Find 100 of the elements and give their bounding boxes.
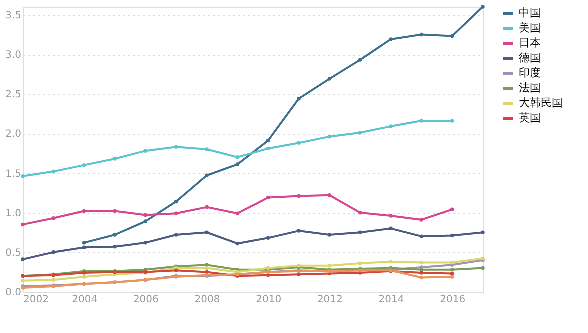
point	[328, 264, 332, 268]
legend-label: 德国	[519, 52, 541, 64]
point	[236, 212, 240, 216]
x-tick-label: 2002	[24, 294, 49, 306]
point	[389, 124, 393, 128]
x-tick-label: 2008	[194, 294, 220, 306]
point	[297, 96, 301, 101]
point	[328, 134, 332, 139]
point	[420, 271, 424, 275]
point	[82, 241, 86, 245]
point	[205, 266, 209, 270]
x-tick-label: 2014	[378, 294, 404, 306]
point	[297, 194, 301, 198]
legend-label: 英国	[519, 112, 541, 124]
point	[420, 119, 424, 123]
point	[266, 236, 270, 240]
point	[174, 233, 178, 237]
x-tick-label: 2012	[317, 294, 343, 306]
point	[144, 213, 148, 218]
point	[450, 272, 454, 276]
point	[266, 196, 270, 200]
point	[297, 141, 301, 146]
point	[358, 262, 362, 266]
point	[21, 222, 25, 227]
point	[205, 205, 209, 210]
y-tick-label: 2.5	[6, 90, 22, 101]
point	[174, 145, 178, 149]
point	[297, 272, 301, 276]
point	[420, 32, 424, 37]
point	[389, 214, 393, 218]
legend-label: 法国	[519, 82, 541, 94]
point	[481, 230, 485, 234]
point	[358, 131, 362, 135]
point	[236, 162, 240, 166]
legend-label: 日本	[519, 36, 541, 50]
point	[174, 268, 178, 272]
point	[420, 268, 424, 272]
point	[174, 200, 178, 204]
point	[21, 174, 25, 178]
x-tick-label: 2004	[72, 294, 98, 306]
point	[266, 146, 270, 151]
point	[113, 157, 117, 161]
point	[420, 234, 424, 238]
point	[450, 260, 454, 265]
y-tick-label: 1.5	[6, 168, 22, 180]
point	[389, 260, 393, 264]
point	[358, 210, 362, 215]
y-tick-label: 1.0	[6, 208, 22, 220]
point	[174, 212, 178, 216]
legend-label: 美国	[519, 22, 541, 34]
point	[420, 260, 424, 265]
point	[113, 233, 117, 237]
point	[450, 34, 454, 38]
point	[236, 156, 240, 160]
point	[205, 263, 209, 267]
point	[389, 226, 393, 231]
x-tick-label: 2006	[133, 294, 159, 306]
point	[52, 250, 56, 254]
point	[450, 119, 454, 123]
point	[450, 268, 454, 272]
point	[481, 266, 485, 270]
y-tick-label: 3.5	[6, 10, 22, 22]
point	[205, 230, 209, 234]
point	[144, 241, 148, 245]
y-tick-label: 3.0	[6, 50, 22, 61]
point	[52, 278, 56, 282]
point	[205, 174, 209, 178]
x-tick-label: 2010	[256, 294, 282, 306]
point	[113, 245, 117, 249]
point	[205, 270, 209, 274]
point	[21, 258, 25, 262]
point	[236, 242, 240, 246]
x-tick-label: 2016	[440, 294, 466, 306]
point	[144, 149, 148, 153]
point	[450, 275, 454, 279]
point	[358, 230, 362, 234]
legend-label: 印度	[519, 66, 541, 80]
point	[113, 209, 117, 214]
point	[389, 38, 393, 42]
point	[420, 218, 424, 222]
point	[328, 194, 332, 198]
point	[358, 58, 362, 62]
point	[266, 138, 270, 143]
point	[328, 233, 332, 237]
point	[21, 279, 25, 283]
point	[82, 246, 86, 250]
point	[328, 77, 332, 81]
point	[82, 209, 86, 214]
point	[450, 234, 454, 238]
point	[420, 276, 424, 280]
y-tick-label: 0.5	[6, 248, 22, 259]
point	[52, 216, 56, 220]
point	[144, 220, 148, 224]
legend-label: 中国	[519, 6, 541, 20]
legend-label: 大韩民国	[519, 96, 563, 110]
point	[82, 275, 86, 279]
point	[450, 208, 454, 212]
point	[297, 229, 301, 233]
y-tick-label: 0.0	[6, 288, 22, 298]
point	[205, 148, 209, 152]
